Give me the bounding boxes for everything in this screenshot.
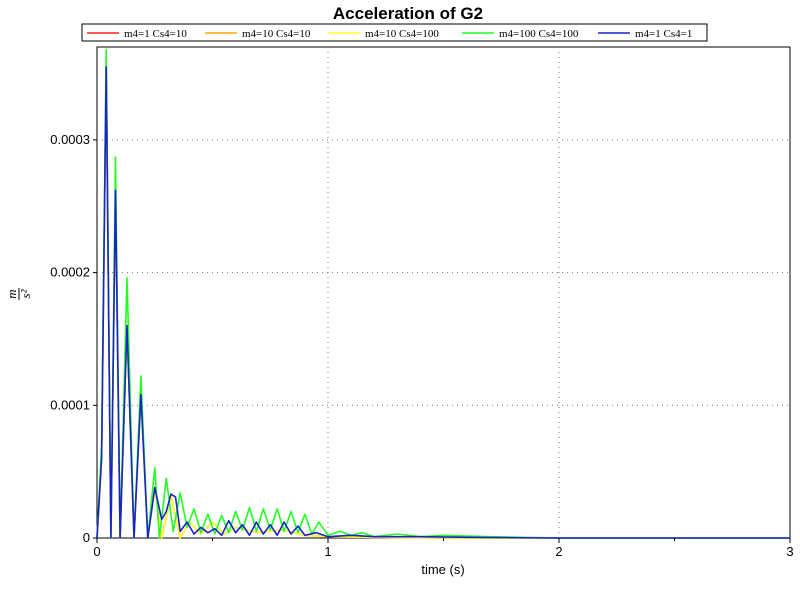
- y-axis-label-denominator: s²: [18, 288, 33, 298]
- y-tick-label: 0.0002: [50, 265, 90, 280]
- legend-label: m4=10 Cs4=10: [242, 28, 311, 40]
- y-tick-label: 0.0003: [50, 132, 90, 147]
- grid: [97, 47, 790, 538]
- x-tick-label: 2: [555, 544, 562, 559]
- legend-label: m4=1 Cs4=10: [124, 28, 187, 40]
- series-line-4: [96, 48, 790, 539]
- legend-label: m4=100 Cs4=100: [499, 28, 579, 40]
- series-layer: [96, 48, 790, 539]
- legend: m4=1 Cs4=10 m4=10 Cs4=10 m4=10 Cs4=100 m4=1…: [81, 23, 708, 42]
- series-line-3: [96, 66, 790, 539]
- legend-label: m4=10 Cs4=100: [365, 28, 439, 40]
- plot-frame: [96, 46, 791, 539]
- legend-box: [81, 23, 708, 42]
- x-tick-label: 1: [324, 544, 331, 559]
- series-line-5: [96, 66, 790, 539]
- series-line-2: [96, 66, 790, 539]
- series-line-1: [96, 66, 790, 539]
- y-axis-label: m s²: [4, 288, 33, 300]
- chart-title: Acceleration of G2: [333, 4, 483, 23]
- legend-label: m4=1 Cs4=1: [635, 28, 692, 40]
- y-axis: 0 0.0001 0.0002 0.0003: [50, 132, 97, 545]
- y-axis-label-numerator: m: [4, 289, 19, 298]
- y-tick-label: 0: [83, 530, 90, 545]
- x-axis-label: time (s): [421, 562, 464, 577]
- x-axis: 0 1 2 3: [93, 538, 794, 559]
- x-tick-label: 0: [93, 544, 100, 559]
- y-tick-label: 0.0001: [50, 397, 90, 412]
- x-tick-label: 3: [786, 544, 793, 559]
